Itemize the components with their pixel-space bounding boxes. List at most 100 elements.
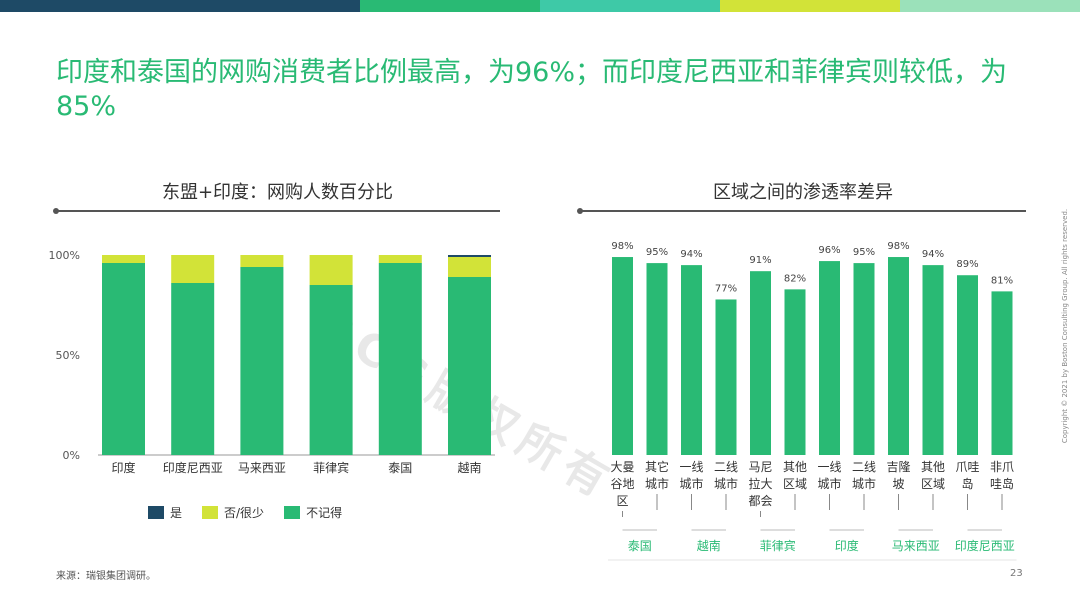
group-label: 菲律宾 <box>760 538 796 553</box>
group-label: 越南 <box>697 538 721 553</box>
left-chart-title: 东盟+印度：网购人数百分比 <box>161 182 394 203</box>
right-chart-title: 区域之间的渗透率差异 <box>713 182 893 203</box>
bar <box>991 291 1013 455</box>
category-label: 城市 <box>679 476 703 491</box>
category-label: 岛 <box>961 476 973 491</box>
x-tick-label: 印度 <box>111 460 135 475</box>
header-bar-segment <box>0 0 180 12</box>
category-label: 非爪 <box>990 460 1014 474</box>
bar-segment <box>240 255 284 267</box>
data-label: 98% <box>887 241 909 252</box>
x-tick-label: 马来西亚 <box>238 461 286 475</box>
bar-segment <box>102 255 145 263</box>
data-label: 98% <box>611 241 633 252</box>
bar <box>646 263 668 455</box>
category-label: 马尼 <box>748 460 772 474</box>
x-tick-label: 印度尼西亚 <box>163 460 223 475</box>
legend-swatch-green <box>284 506 301 519</box>
x-tick-label: 菲律宾 <box>313 460 349 475</box>
category-label: 城市 <box>852 476 876 491</box>
category-label: 二线 <box>852 460 876 474</box>
bar-segment <box>240 267 284 455</box>
legend-item-yes: 是 <box>148 504 182 521</box>
y-tick-label: 50% <box>56 349 80 362</box>
category-label: 区 <box>616 494 628 508</box>
category-label: 大曼 <box>610 460 634 474</box>
legend-item-no-rarely: 否/很少 <box>202 504 264 521</box>
data-label: 95% <box>853 247 875 258</box>
category-label: 其它 <box>645 459 669 474</box>
category-label: 城市 <box>714 476 738 491</box>
legend-label: 否/很少 <box>224 506 265 520</box>
category-label: 其他 <box>783 460 807 474</box>
category-label: 城市 <box>645 476 669 491</box>
category-label: 吉隆 <box>886 459 910 474</box>
bar-segment <box>448 255 491 257</box>
page-number: 23 <box>1010 568 1023 579</box>
header-color-bar <box>0 0 1080 12</box>
data-label: 94% <box>922 249 944 260</box>
legend-swatch-navy <box>148 506 164 519</box>
source-note: 来源：瑞银集团调研。 <box>56 571 156 582</box>
group-label: 泰国 <box>628 539 652 553</box>
data-label: 94% <box>680 249 702 260</box>
bar-segment <box>309 255 353 285</box>
legend-label: 是 <box>170 506 183 520</box>
bar <box>612 257 633 455</box>
data-label: 77% <box>715 283 737 294</box>
y-tick-label: 100% <box>49 249 80 262</box>
stacked-bar-chart: 0% 50% 100% 印度 印度尼西亚 马来西亚 菲律宾 泰国 越南 <box>49 249 495 475</box>
data-label: 89% <box>956 259 978 270</box>
bar <box>888 257 909 455</box>
bar <box>715 299 737 455</box>
y-tick-label: 0% <box>63 449 80 462</box>
category-label: 坡 <box>892 477 904 491</box>
category-label: 其他 <box>921 460 945 474</box>
bar-segment <box>171 283 215 455</box>
category-label: 区域 <box>921 477 945 491</box>
category-label: 二线 <box>714 460 738 474</box>
left-chart-divider <box>56 210 500 212</box>
header-bar-segment <box>540 0 720 12</box>
category-label: 谷地 <box>610 477 634 491</box>
header-bar-segment <box>720 0 900 12</box>
right-chart-divider <box>580 210 1026 212</box>
category-label: 哇岛 <box>990 476 1014 491</box>
legend-item-dont-remember: 不记得 <box>284 504 342 521</box>
data-label: 82% <box>784 273 806 284</box>
bar-segment <box>171 255 215 283</box>
data-label: 96% <box>818 245 840 256</box>
category-label: 一线 <box>679 460 703 474</box>
bar <box>853 263 875 455</box>
bar-segment <box>309 285 353 455</box>
x-tick-label: 泰国 <box>388 461 412 475</box>
copyright-notice: Copyright © 2021 by Boston Consulting Gr… <box>1061 208 1069 444</box>
group-label: 印度 <box>835 538 859 553</box>
bar-segment <box>448 277 491 455</box>
bar <box>784 289 806 455</box>
data-label: 95% <box>646 247 668 258</box>
slide-headline: 印度和泰国的网购消费者比例最高，为96%；而印度尼西亚和菲律宾则较低，为85% <box>56 57 1008 122</box>
bar <box>922 265 944 455</box>
data-label: 91% <box>749 255 771 266</box>
category-label: 都会 <box>748 494 772 508</box>
header-bar-segment <box>180 0 360 12</box>
bar-segment <box>378 263 422 455</box>
category-label: 区域 <box>783 477 807 491</box>
category-label: 爪哇 <box>955 460 979 474</box>
bar-segment <box>102 263 145 455</box>
x-tick-label: 越南 <box>457 460 481 475</box>
header-bar-segment <box>900 0 1080 12</box>
bar <box>819 261 840 455</box>
group-label: 印度尼西亚 <box>955 538 1015 553</box>
bar-segment <box>448 257 491 277</box>
bar <box>681 265 702 455</box>
legend-label: 不记得 <box>306 506 343 520</box>
bar <box>957 275 978 455</box>
header-bar-segment <box>360 0 540 12</box>
bar-segment <box>378 255 422 263</box>
bar <box>750 271 771 455</box>
category-label: 一线 <box>817 460 841 474</box>
left-chart-legend: 是 否/很少 不记得 <box>148 504 342 521</box>
